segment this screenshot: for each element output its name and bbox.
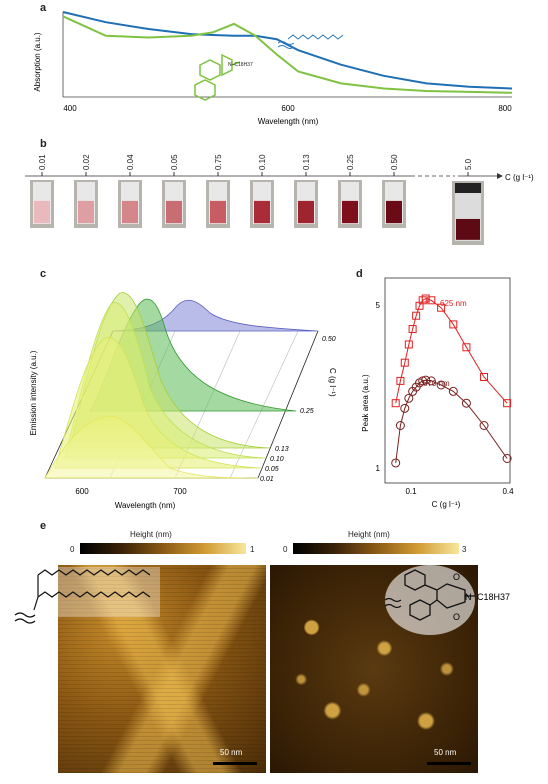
panel-b-axis: C (g l⁻¹) — [25, 172, 534, 245]
right-molecule-overlay: O O N C18H37 — [384, 565, 510, 635]
panel-c-conc-tick-0: 0.50 — [322, 336, 336, 343]
panel-d-point-0-3 — [404, 340, 413, 349]
panel-d-ytick-1: 1 — [376, 464, 381, 473]
panel-c-conc-tick-5: 0.01 — [260, 476, 274, 483]
panel-c-conc-tick-1: 0.25 — [300, 408, 314, 415]
panel-d-point-1-11 — [448, 386, 458, 396]
panel-c-xlabel: Wavelength (nm) — [115, 501, 176, 510]
right-molecule-o-top: O — [453, 572, 460, 582]
left-molecule-overlay — [14, 567, 160, 624]
panel-d-point-0-4 — [408, 325, 417, 334]
left-cbar-title: Height (nm) — [130, 530, 172, 539]
vial-1 — [74, 180, 98, 228]
panel-d-point-0-1 — [396, 376, 405, 385]
panel-c-chart: Emission intensity (a.u.) 600 700 Wavele… — [29, 292, 337, 510]
panel-b-axis-arrow — [497, 173, 503, 179]
panel-label-a: a — [40, 2, 47, 14]
panel-d-ylabel: Peak area (a.u.) — [361, 374, 370, 432]
panel-a-series-1 — [62, 15, 513, 94]
panel-label-e: e — [40, 520, 47, 532]
panel-d-line-1 — [395, 379, 508, 463]
vial-7 — [338, 180, 362, 228]
afm-left-scalebar — [213, 762, 257, 765]
panel-d-point-0-13 — [480, 372, 489, 381]
vial-0 — [30, 180, 54, 228]
panel-c-frame-depth — [257, 330, 319, 479]
panel-label-b: b — [40, 138, 47, 150]
right-cbar-title: Height (nm) — [348, 530, 390, 539]
panel-c-spectrum-001 — [44, 415, 259, 479]
panel-d-legend-670: 670 nm — [423, 379, 450, 388]
panel-a-series-0 — [62, 11, 513, 90]
panel-d-xtick-01: 0.1 — [405, 487, 417, 496]
panel-d-point-1-0 — [391, 458, 401, 468]
panel-a-chart: Absorption (a.u.) 400 600 800 Wavelength… — [33, 11, 513, 126]
panel-a-chain-icon — [277, 34, 344, 49]
panel-d-point-1-3 — [404, 393, 414, 403]
panel-d-point-1-8 — [421, 375, 431, 385]
panel-d-point-0-5 — [412, 311, 421, 320]
panel-d-point-0-8 — [421, 294, 430, 303]
panel-d-point-0-0 — [391, 399, 400, 408]
left-colorbar — [80, 543, 246, 554]
panel-d-point-0-9 — [427, 296, 436, 305]
panel-a-xtick-800: 800 — [498, 104, 512, 113]
panel-c-ylabel: Emission intensity (a.u.) — [29, 350, 38, 435]
panel-d-point-1-10 — [436, 380, 446, 390]
panel-d-point-1-2 — [400, 403, 410, 413]
panel-a-molecule — [194, 53, 241, 101]
left-cbar-min: 0 — [70, 545, 75, 554]
panel-b-axis-label: C (g l⁻¹) — [505, 173, 534, 182]
panel-d-point-1-12 — [461, 398, 471, 408]
right-molecule-o-bottom: O — [453, 612, 460, 622]
panel-d-legend-625: 625 nm — [440, 299, 467, 308]
panel-c-zlabel: C (g l⁻¹) — [328, 368, 337, 397]
panel-d-point-1-14 — [502, 454, 512, 464]
left-cbar-max: 1 — [250, 545, 255, 554]
vial-5 — [250, 180, 274, 228]
afm-right-scale-text: 50 nm — [434, 748, 457, 757]
right-colorbar — [293, 543, 459, 554]
right-molecule-n: N — [465, 592, 472, 602]
panel-d-point-0-2 — [400, 358, 409, 367]
panel-c-conc-tick-3: 0.10 — [270, 456, 284, 463]
vial-8 — [382, 180, 406, 228]
panel-a-xtick-400: 400 — [63, 104, 77, 113]
panel-d-point-0-14 — [503, 399, 512, 408]
panel-d-chart: Peak area (a.u.) 1 5 0.1 0.4 C (g l⁻¹) 6… — [361, 277, 514, 509]
panel-c-xtick-600: 600 — [75, 487, 89, 496]
panel-label-d: d — [356, 268, 363, 280]
panel-label-c: c — [40, 268, 47, 280]
panel-c-conc-tick-2: 0.13 — [275, 446, 289, 453]
panel-d-point-0-10 — [437, 303, 446, 312]
vial-9 — [452, 181, 484, 245]
vial-3 — [162, 180, 186, 228]
afm-image-left: 50 nm — [58, 565, 266, 773]
panel-d-point-1-13 — [479, 420, 489, 430]
vial-4 — [206, 180, 230, 228]
panel-a-ylabel: Absorption (a.u.) — [33, 32, 42, 91]
right-cbar-max: 3 — [462, 545, 467, 554]
afm-left-scale-text: 50 nm — [220, 748, 243, 757]
afm-right-scalebar — [427, 762, 471, 765]
panel-a-xtick-600: 600 — [281, 104, 295, 113]
panel-a-xlabel: Wavelength (nm) — [258, 117, 319, 126]
panel-c-conc-tick-4: 0.05 — [265, 466, 279, 473]
panel-c-xtick-700: 700 — [173, 487, 187, 496]
panel-d-point-1-9 — [426, 376, 436, 386]
panel-d-point-0-11 — [449, 320, 458, 329]
panel-d-point-1-1 — [395, 420, 405, 430]
panel-d-ytick-5: 5 — [376, 301, 381, 310]
panel-d-xlabel: C (g l⁻¹) — [432, 500, 461, 509]
right-molecule-label: C18H37 — [477, 592, 510, 602]
panel-d-point-0-12 — [462, 343, 471, 352]
panel-d-plot-frame — [384, 277, 511, 484]
panel-a-molecule-label: N–C18H37 — [228, 62, 253, 68]
right-cbar-min: 0 — [283, 545, 288, 554]
vial-2 — [118, 180, 142, 228]
panel-d-xtick-04: 0.4 — [502, 487, 514, 496]
vial-6 — [294, 180, 318, 228]
